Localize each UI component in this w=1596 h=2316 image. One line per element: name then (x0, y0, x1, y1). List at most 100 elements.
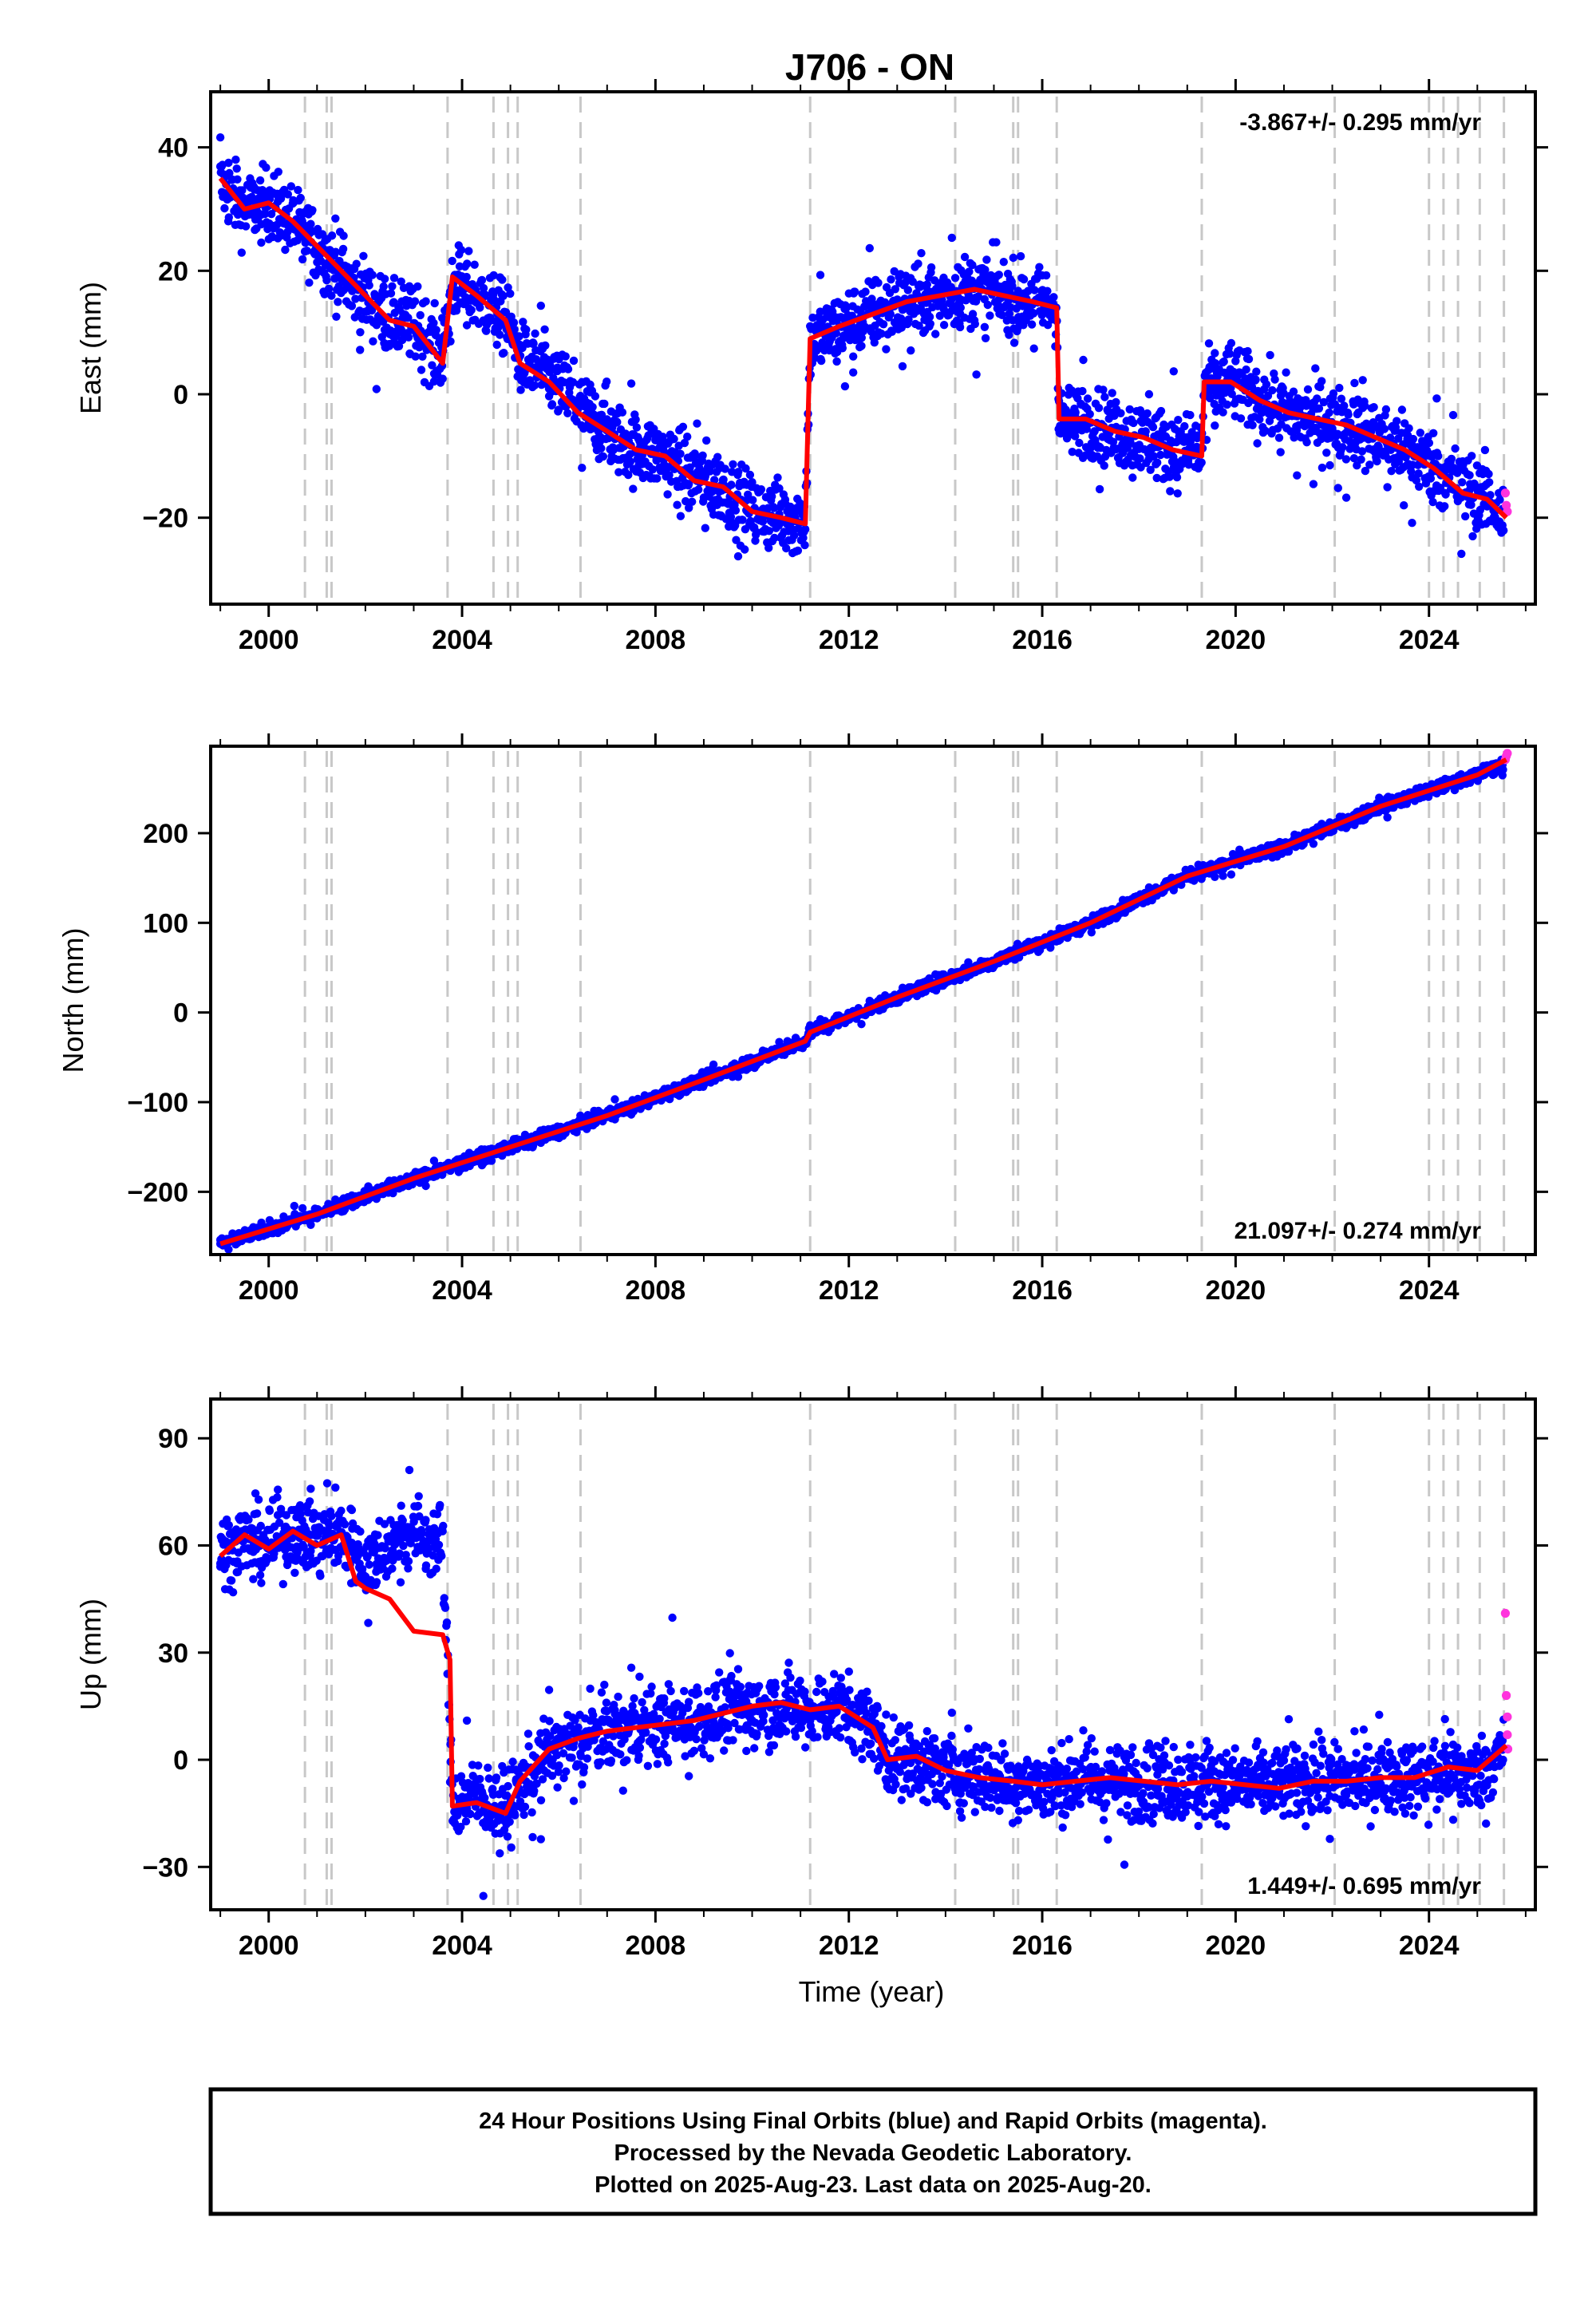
final-point (939, 321, 949, 330)
final-point (1071, 408, 1080, 417)
final-point (751, 536, 760, 545)
rapid-point (1500, 488, 1510, 498)
final-point (600, 399, 609, 409)
final-point (931, 330, 940, 338)
final-point (1143, 409, 1152, 418)
final-point (372, 385, 381, 393)
final-point (849, 352, 858, 361)
final-point (1391, 426, 1400, 435)
final-point (477, 275, 487, 285)
final-point (1270, 375, 1279, 384)
final-point (1244, 354, 1254, 364)
final-point (1087, 439, 1096, 448)
final-point (614, 468, 623, 476)
final-point (694, 485, 703, 494)
final-point (394, 342, 404, 350)
final-point (1005, 309, 1014, 318)
final-point (1335, 383, 1344, 393)
final-point (879, 320, 888, 329)
final-point (1120, 445, 1129, 454)
final-point (665, 471, 674, 480)
final-point (727, 480, 736, 489)
final-point (367, 306, 377, 315)
final-point (578, 464, 587, 472)
final-point (365, 281, 373, 290)
final-point (594, 433, 603, 442)
final-point (327, 291, 336, 300)
final-point (405, 282, 414, 290)
final-point (733, 551, 743, 561)
final-point (334, 298, 342, 306)
final-point (790, 531, 799, 540)
final-point (1235, 346, 1244, 355)
final-point (1043, 287, 1052, 295)
final-point (302, 247, 311, 255)
final-point (568, 377, 578, 387)
final-point (908, 277, 918, 287)
final-point (926, 319, 935, 328)
final-point (1099, 385, 1108, 394)
final-point (865, 243, 875, 253)
final-point (1177, 436, 1187, 445)
final-point (1357, 455, 1365, 464)
final-point (1112, 397, 1120, 407)
final-point (1156, 406, 1166, 416)
final-point (262, 163, 271, 172)
final-point (709, 510, 718, 519)
final-point (531, 329, 539, 338)
final-point (939, 304, 948, 314)
final-point (1429, 429, 1438, 437)
final-point (257, 219, 266, 229)
event-lines (303, 97, 1506, 601)
data-points (215, 133, 1512, 561)
final-point (870, 338, 879, 347)
final-point (741, 464, 750, 473)
final-point (680, 438, 689, 448)
final-point (981, 334, 990, 342)
final-point (1211, 349, 1219, 358)
final-point (1424, 438, 1434, 448)
final-point (1416, 429, 1425, 437)
final-point (1079, 355, 1088, 365)
final-point (1037, 271, 1047, 280)
final-point (1369, 403, 1378, 412)
final-point (738, 516, 747, 524)
final-point (347, 302, 357, 310)
final-point (1338, 443, 1347, 452)
final-point (1311, 364, 1320, 373)
final-point (1141, 427, 1150, 436)
final-point (1062, 431, 1072, 440)
final-point (1293, 471, 1302, 480)
final-point (215, 133, 225, 142)
final-point (470, 260, 479, 269)
final-point (685, 504, 693, 512)
final-point (1166, 487, 1175, 496)
final-point (553, 366, 562, 376)
final-point (1266, 350, 1274, 360)
final-point (851, 287, 859, 296)
final-point (544, 392, 554, 401)
final-point (429, 318, 438, 327)
final-point (631, 415, 640, 424)
final-point (237, 248, 246, 257)
final-point (1380, 425, 1389, 433)
final-point (293, 236, 302, 245)
final-point (907, 346, 915, 355)
final-point (479, 283, 488, 293)
final-point (233, 175, 242, 184)
final-point (332, 312, 341, 321)
x-tick-label: 2004 (432, 625, 492, 655)
final-point (1108, 389, 1116, 397)
final-point (368, 271, 377, 279)
final-point (322, 276, 331, 285)
final-point (500, 349, 508, 358)
final-point (1333, 484, 1343, 492)
final-point (685, 480, 693, 488)
final-point (741, 545, 749, 554)
final-point (1252, 367, 1261, 376)
final-point (1458, 478, 1467, 487)
final-point (713, 453, 722, 461)
final-point (255, 176, 265, 185)
final-point (1100, 461, 1108, 470)
